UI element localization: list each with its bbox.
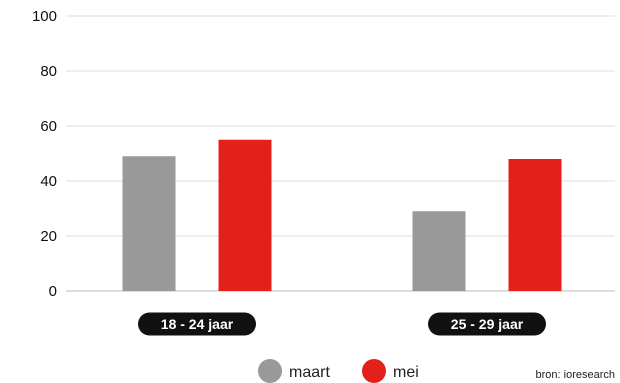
source-note: bron: ioresearch: [536, 369, 616, 381]
y-tick-label: 60: [40, 118, 57, 135]
y-tick-label: 40: [40, 173, 57, 190]
y-axis-ticks: 0 20 40 60 80 100: [32, 8, 57, 300]
category-pill: [428, 312, 546, 336]
legend-label-mei: mei: [393, 364, 419, 381]
category-pill: [138, 312, 256, 336]
bar-mei-0: [218, 139, 272, 291]
legend-swatch-mei: [362, 359, 386, 383]
bar-maart-0: [122, 156, 176, 291]
category-labels: 18 - 24 jaar 25 - 29 jaar: [138, 312, 546, 336]
bar-mei-1: [508, 159, 562, 291]
legend: maart mei: [258, 359, 419, 383]
y-tick-label: 100: [32, 8, 57, 25]
bars: [122, 139, 562, 291]
y-tick-label: 20: [40, 228, 57, 245]
y-tick-label: 80: [40, 63, 57, 80]
bar-maart-1: [412, 211, 466, 291]
category-label: 25 - 29 jaar: [451, 316, 524, 332]
legend-label-maart: maart: [289, 364, 330, 381]
legend-swatch-maart: [258, 359, 282, 383]
category-label: 18 - 24 jaar: [161, 316, 234, 332]
y-tick-label: 0: [49, 283, 57, 300]
